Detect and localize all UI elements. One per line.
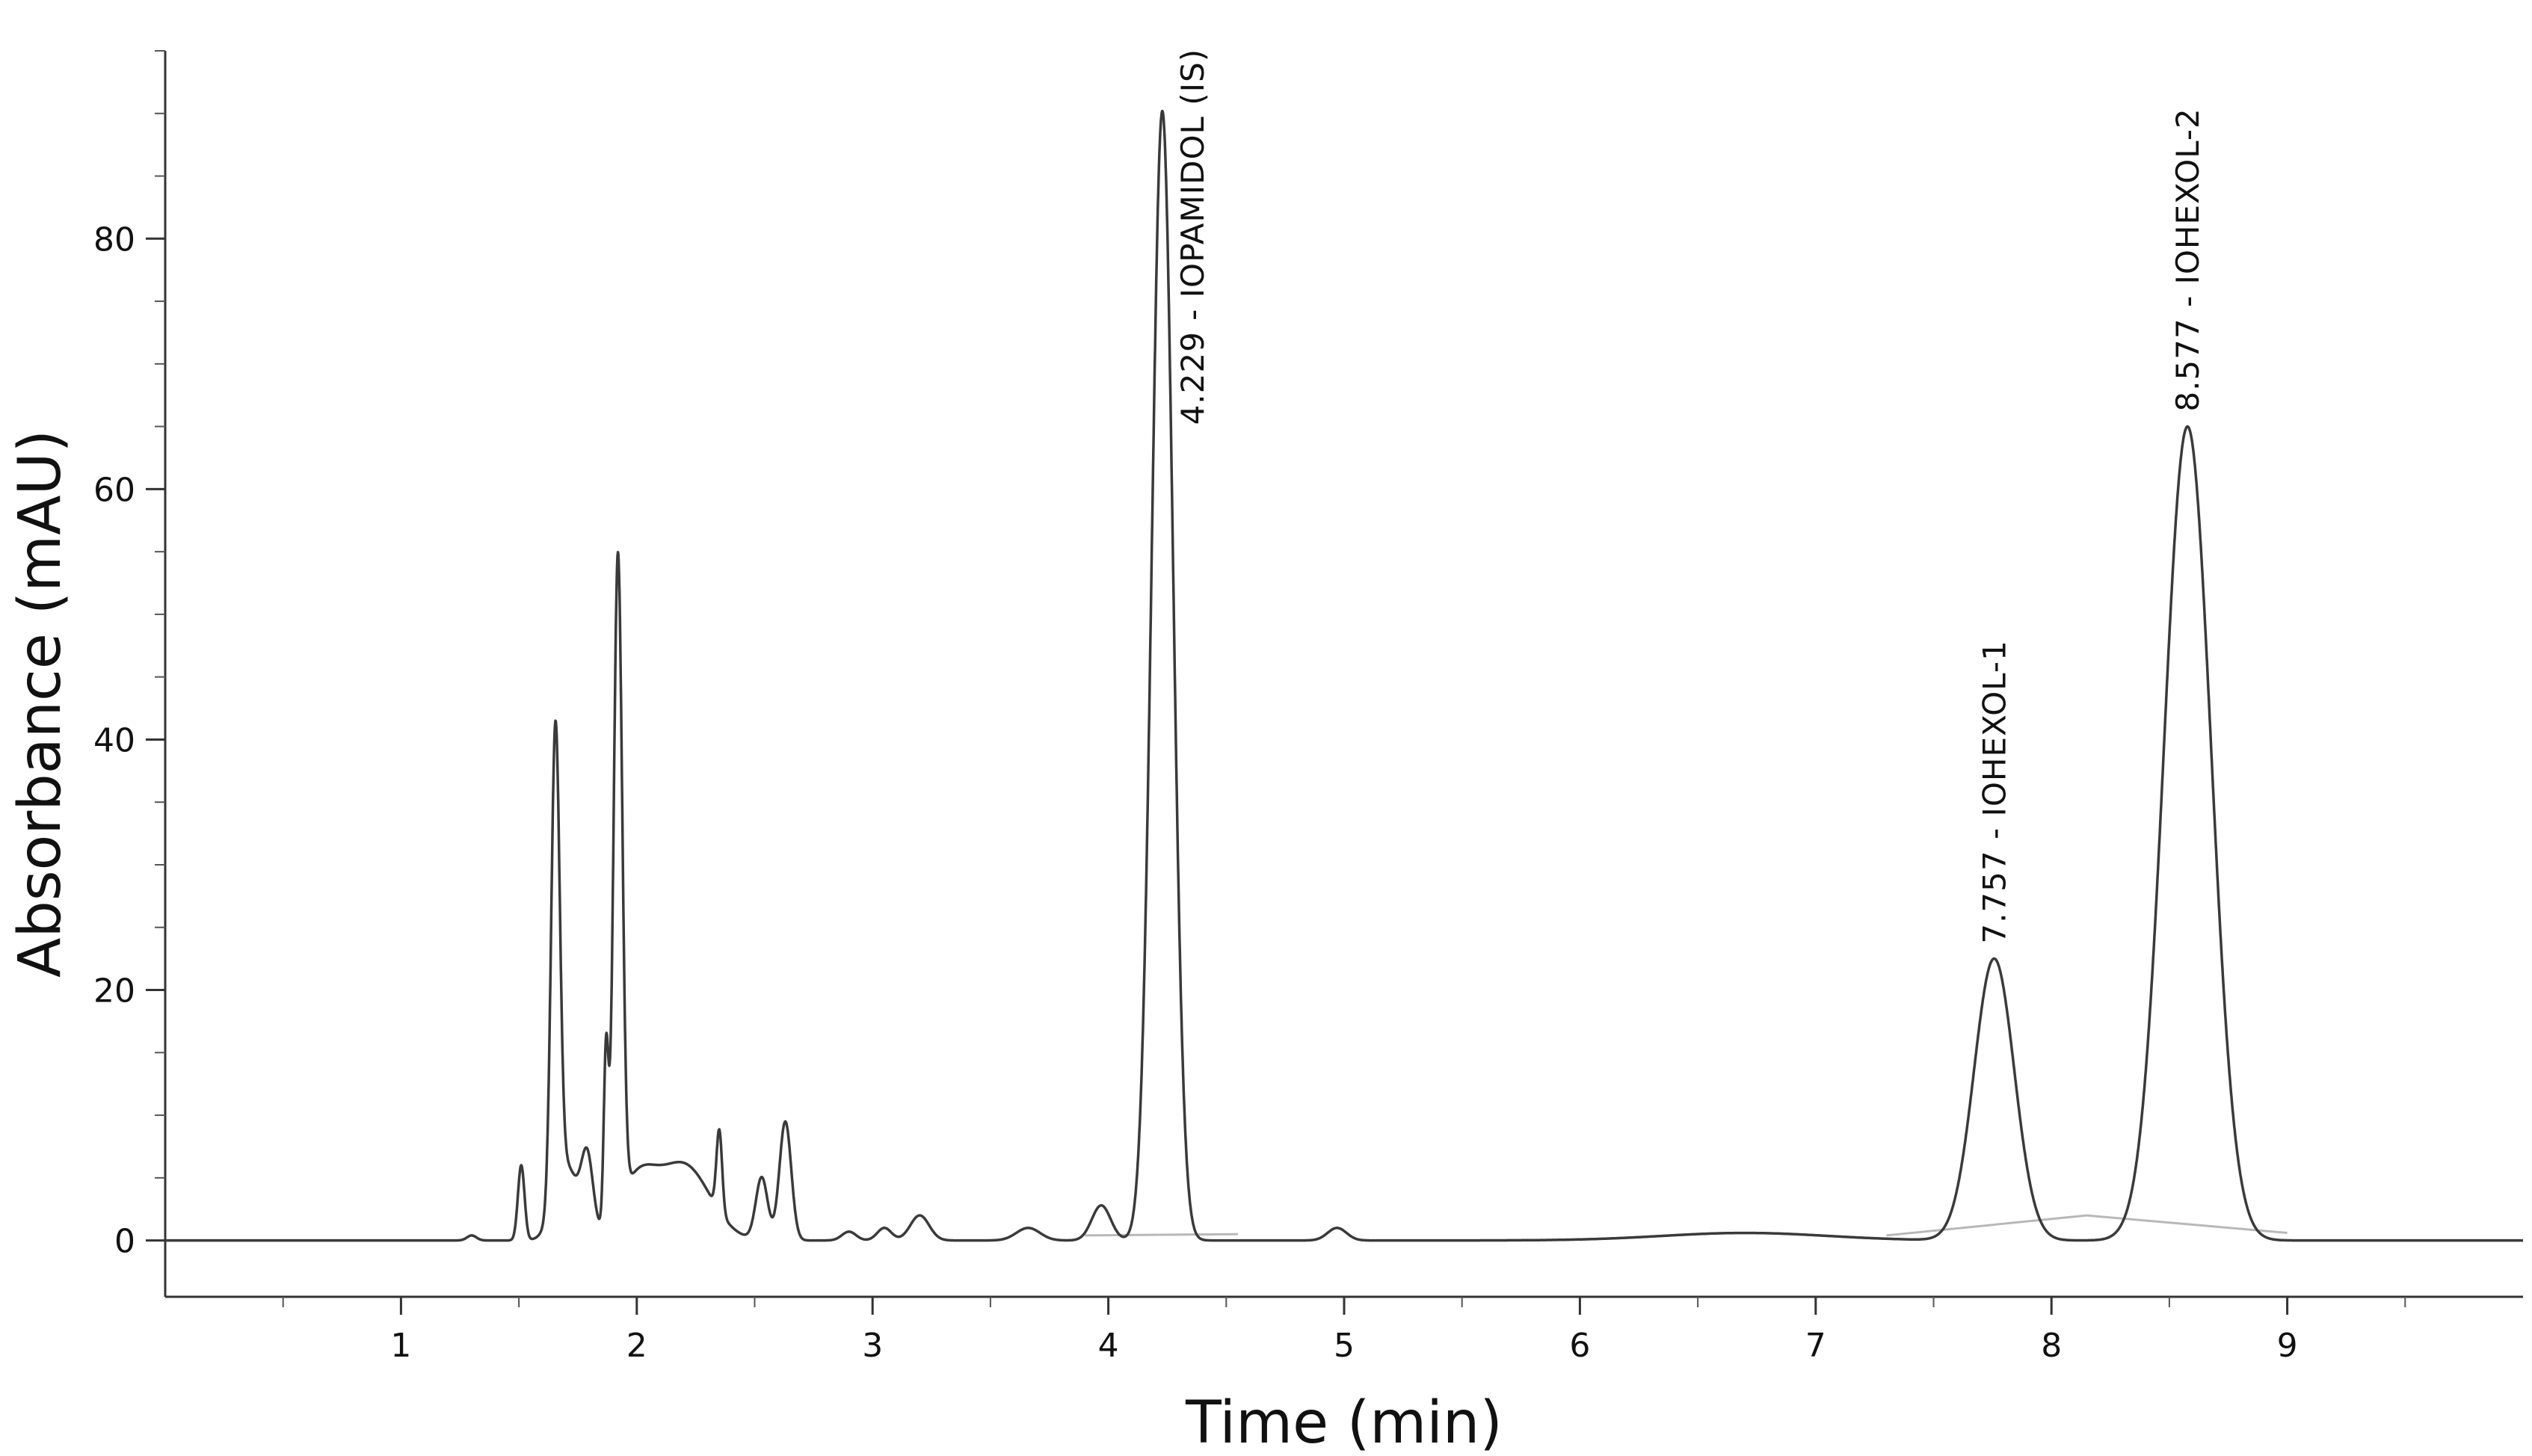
peak-label: 7.757 - IOHEXOL-1 <box>1977 640 2013 943</box>
integration-baseline <box>1085 1233 1239 1237</box>
x-tick-label: 8 <box>2041 1327 2062 1365</box>
x-tick-label: 2 <box>626 1327 647 1365</box>
integration-baselines <box>1085 1214 2288 1237</box>
peak-label: 8.577 - IOHEXOL-2 <box>2169 108 2206 411</box>
peak-label: 4.229 - IOPAMIDOL (IS) <box>1174 49 1211 425</box>
x-tick-label: 4 <box>1098 1327 1119 1365</box>
x-axis-title: Time (min) <box>1185 1389 1503 1456</box>
peak-annotations: 4.229 - IOPAMIDOL (IS) 7.757 - IOHEXOL-1 8… <box>1174 49 2206 944</box>
x-tick-label: 3 <box>862 1327 883 1365</box>
integration-baseline <box>1886 1214 2087 1237</box>
y-tick-label: 60 <box>93 471 135 509</box>
x-tick-label: 6 <box>1569 1327 1590 1365</box>
chromatogram-traces <box>164 109 2525 1242</box>
y-tick-label: 20 <box>93 972 135 1011</box>
integration-baseline <box>2086 1214 2288 1235</box>
x-tick-label: 5 <box>1334 1327 1355 1365</box>
y-tick-label: 0 <box>114 1223 135 1261</box>
chromatogram-trace <box>164 109 2525 1242</box>
axes: 1 2 3 4 5 6 7 8 9 0 20 40 60 80 <box>93 50 2523 1365</box>
y-tick-label: 40 <box>93 721 135 759</box>
y-tick-label: 80 <box>93 220 135 259</box>
x-tick-label: 1 <box>390 1327 411 1365</box>
x-tick-label: 7 <box>1805 1327 1826 1365</box>
y-axis-title: Absorbance (mAU) <box>7 430 74 978</box>
x-tick-label: 9 <box>2277 1327 2298 1365</box>
